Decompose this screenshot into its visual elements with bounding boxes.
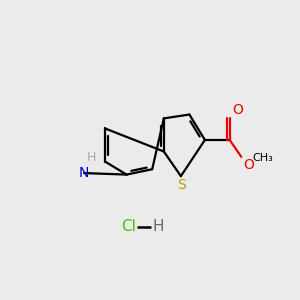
Text: O: O <box>243 158 254 172</box>
Text: CH₃: CH₃ <box>252 153 273 163</box>
Text: O: O <box>232 103 243 117</box>
Text: S: S <box>177 178 186 192</box>
Text: N: N <box>79 166 89 180</box>
Text: H: H <box>86 151 96 164</box>
Text: H: H <box>152 220 164 235</box>
Text: Cl: Cl <box>121 220 136 235</box>
